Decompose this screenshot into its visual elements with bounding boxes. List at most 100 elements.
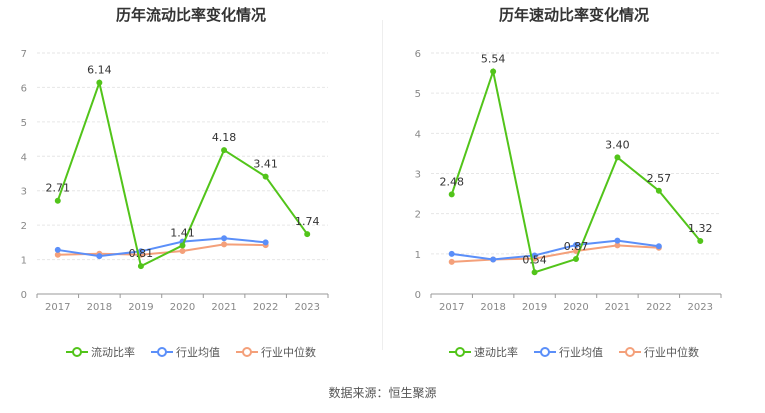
data-label: 1.74: [295, 215, 320, 228]
x-tick-label: 2023: [688, 302, 713, 313]
data-point: [54, 246, 61, 253]
data-point: [655, 243, 662, 250]
y-tick-label: 2: [21, 221, 27, 232]
y-tick-label: 7: [21, 49, 27, 60]
data-point: [54, 197, 61, 204]
x-tick-label: 2020: [563, 302, 588, 313]
data-point: [573, 256, 579, 263]
legend-label: 行业中位数: [261, 346, 316, 359]
y-tick-label: 4: [415, 129, 421, 140]
legend-item[interactable]: 流动比率: [66, 344, 135, 360]
data-point: [54, 251, 61, 258]
data-point: [96, 253, 103, 260]
data-label: 0.54: [522, 253, 547, 266]
data-label: 4.18: [212, 131, 237, 144]
data-label: 0.87: [564, 240, 589, 253]
x-tick-label: 2023: [294, 302, 319, 313]
y-tick-label: 0: [415, 290, 421, 301]
y-tick-label: 0: [21, 290, 27, 301]
x-tick-label: 2021: [605, 302, 630, 313]
data-label: 0.81: [129, 247, 154, 260]
chart-title: 历年速动比率变化情况: [498, 6, 649, 24]
data-point: [262, 173, 269, 180]
data-point: [304, 231, 311, 238]
data-point: [221, 241, 228, 248]
legend-marker-icon: [66, 347, 88, 357]
data-point: [614, 237, 621, 244]
data-point: [697, 237, 704, 244]
data-label: 3.41: [253, 158, 278, 171]
data-source: 数据来源：恒生聚源: [328, 386, 437, 400]
data-point: [221, 235, 228, 242]
legend-label: 行业均值: [176, 346, 220, 359]
data-point: [614, 154, 621, 161]
y-tick-label: 2: [415, 210, 421, 221]
legend-item[interactable]: 行业中位数: [619, 344, 699, 360]
legend-label: 行业均值: [559, 346, 603, 359]
x-tick-label: 2022: [253, 302, 278, 313]
x-tick-label: 2021: [211, 302, 236, 313]
data-point: [614, 242, 621, 249]
quick-ratio-chart: 历年速动比率变化情况 0 1 2 3 4 5 6 2017 2018 2019 2020 2021 20…: [383, 0, 765, 370]
current-ratio-plot: 0 1 2 3 4 5 6 7 2017 2018 2019 2020 2021 2022 2023 2.71…: [21, 49, 329, 313]
quick-ratio-plot: 0 1 2 3 4 5 6 2017 2018 2019 2020 2021 2022 2023 2.48 5…: [415, 49, 722, 313]
x-tick-label: 2017: [45, 302, 70, 313]
data-point: [531, 269, 538, 276]
data-point: [179, 242, 186, 249]
data-point: [96, 79, 103, 86]
series-line: [57, 237, 266, 258]
y-tick-label: 3: [415, 170, 421, 181]
y-tick-label: 6: [415, 49, 421, 60]
y-tick-label: 4: [21, 152, 27, 163]
data-point: [137, 263, 144, 270]
y-tick-label: 6: [21, 83, 27, 94]
data-point: [262, 239, 269, 246]
data-point: [448, 258, 455, 265]
current-ratio-chart: 历年流动比率变化情况 0 1 2 3 4 5 6 7 2017 2018 2019 2020 2021 2…: [0, 0, 382, 370]
x-tick-label: 2020: [170, 302, 195, 313]
x-tick-label: 2017: [439, 302, 464, 313]
y-tick-label: 5: [415, 89, 421, 100]
legend: 速动比率 行业均值 行业中位数: [383, 344, 765, 360]
data-label: 5.54: [481, 52, 506, 65]
legend-item[interactable]: 行业均值: [534, 344, 603, 360]
legend-item[interactable]: 行业均值: [151, 344, 220, 360]
series-line: [57, 243, 266, 256]
data-point: [221, 147, 228, 154]
x-tick-label: 2018: [87, 302, 112, 313]
data-label: 2.48: [439, 175, 464, 188]
data-label: 1.41: [170, 226, 195, 239]
data-label: 2.57: [647, 172, 672, 185]
data-point: [655, 187, 662, 194]
series-line: [451, 244, 659, 263]
legend-item[interactable]: 速动比率: [449, 344, 518, 360]
data-point: [490, 68, 497, 75]
legend-marker-icon: [236, 347, 258, 357]
y-tick-label: 3: [21, 187, 27, 198]
legend-label: 速动比率: [474, 346, 518, 359]
data-point: [448, 250, 455, 257]
data-point: [573, 241, 579, 248]
legend-label: 流动比率: [91, 346, 135, 359]
x-tick-label: 2022: [646, 302, 671, 313]
x-tick-label: 2019: [128, 302, 153, 313]
data-label: 6.14: [87, 64, 112, 77]
y-tick-label: 5: [21, 118, 27, 129]
legend-marker-icon: [619, 347, 641, 357]
y-tick-label: 1: [21, 256, 27, 267]
legend-marker-icon: [151, 347, 173, 357]
chart-divider: [382, 20, 383, 350]
legend-marker-icon: [534, 347, 556, 357]
chart-title: 历年流动比率变化情况: [115, 6, 266, 24]
legend: 流动比率 行业均值 行业中位数: [0, 344, 382, 360]
data-point: [490, 256, 497, 263]
y-tick-label: 1: [415, 250, 421, 261]
data-label: 1.32: [688, 222, 713, 235]
series-line: [451, 239, 659, 261]
legend-marker-icon: [449, 347, 471, 357]
data-point: [448, 191, 455, 198]
data-point: [179, 247, 186, 254]
legend-item[interactable]: 行业中位数: [236, 344, 316, 360]
data-label: 2.71: [46, 182, 71, 195]
data-label: 3.40: [605, 138, 630, 151]
